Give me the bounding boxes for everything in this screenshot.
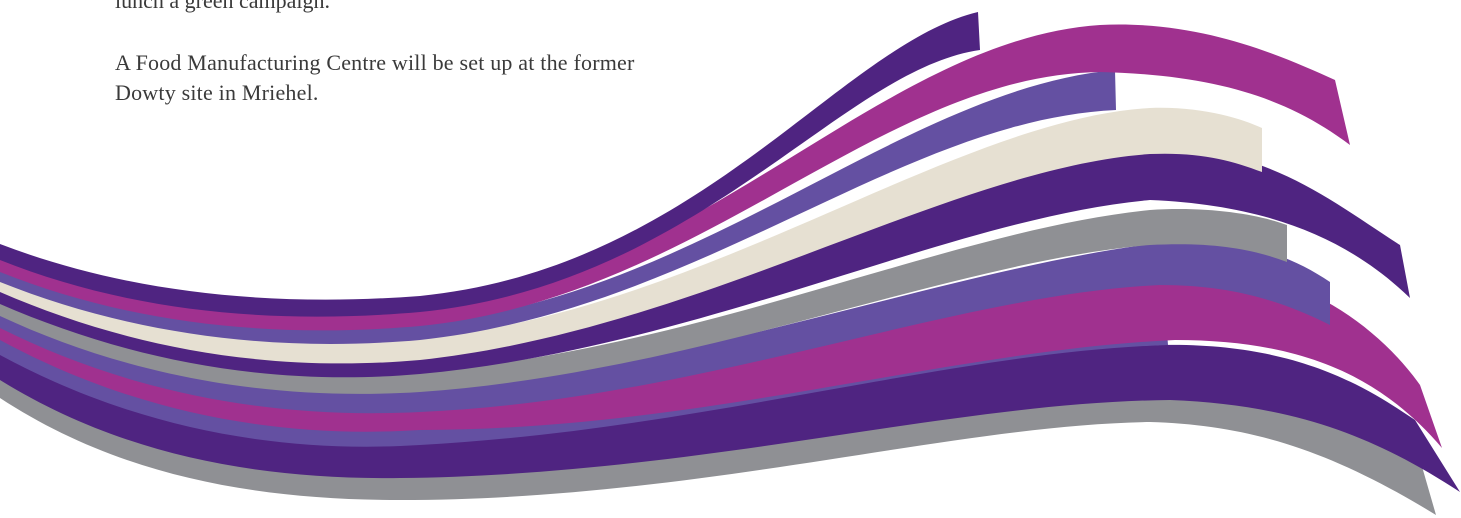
wave-band-purple-top: [0, 12, 980, 317]
wave-band-purple-bottom: [0, 344, 1460, 492]
cut-off-text-line: lunch a green campaign.: [115, 0, 331, 13]
paragraph-line-1: A Food Manufacturing Centre will be set …: [115, 50, 635, 75]
wave-band-magenta-upper: [0, 24, 1350, 331]
wave-band-cream: [0, 107, 1262, 364]
body-paragraph: A Food Manufacturing Centre will be set …: [115, 48, 805, 108]
wave-band-grey-middle: [0, 209, 1287, 394]
paragraph-line-2: Dowty site in Mriehel.: [115, 80, 319, 105]
wave-band-magenta-lower: [0, 264, 1442, 448]
wave-band-violet-middle: [0, 241, 1330, 414]
wave-band-purple-middle: [0, 149, 1410, 378]
wave-band-violet-upper: [0, 70, 1116, 344]
